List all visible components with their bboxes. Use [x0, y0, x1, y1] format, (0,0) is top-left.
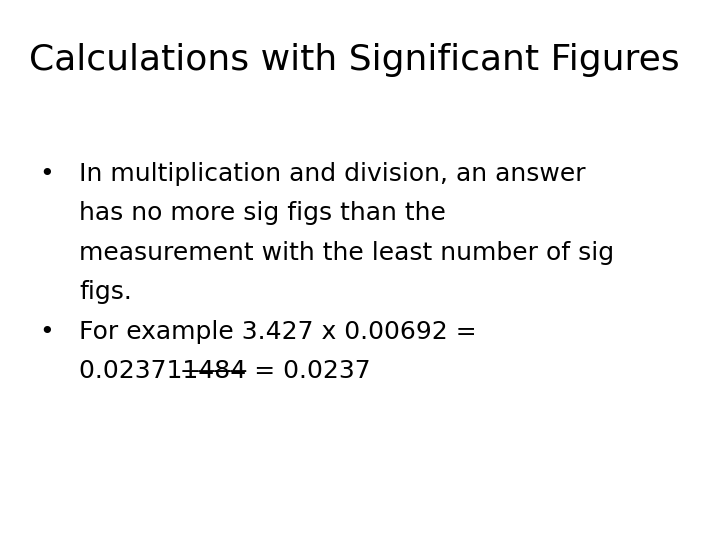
Text: measurement with the least number of sig: measurement with the least number of sig — [79, 241, 614, 265]
Text: For example 3.427 x 0.00692 =: For example 3.427 x 0.00692 = — [79, 320, 477, 343]
Text: 0.023711̶4̶8̶4̶ = 0.0237: 0.023711̶4̶8̶4̶ = 0.0237 — [79, 359, 371, 383]
Text: figs.: figs. — [79, 280, 132, 304]
Text: has no more sig figs than the: has no more sig figs than the — [79, 201, 446, 225]
Text: Calculations with Significant Figures: Calculations with Significant Figures — [29, 43, 680, 77]
Text: In multiplication and division, an answer: In multiplication and division, an answe… — [79, 162, 586, 186]
Text: •: • — [40, 162, 54, 186]
Text: •: • — [40, 320, 54, 343]
